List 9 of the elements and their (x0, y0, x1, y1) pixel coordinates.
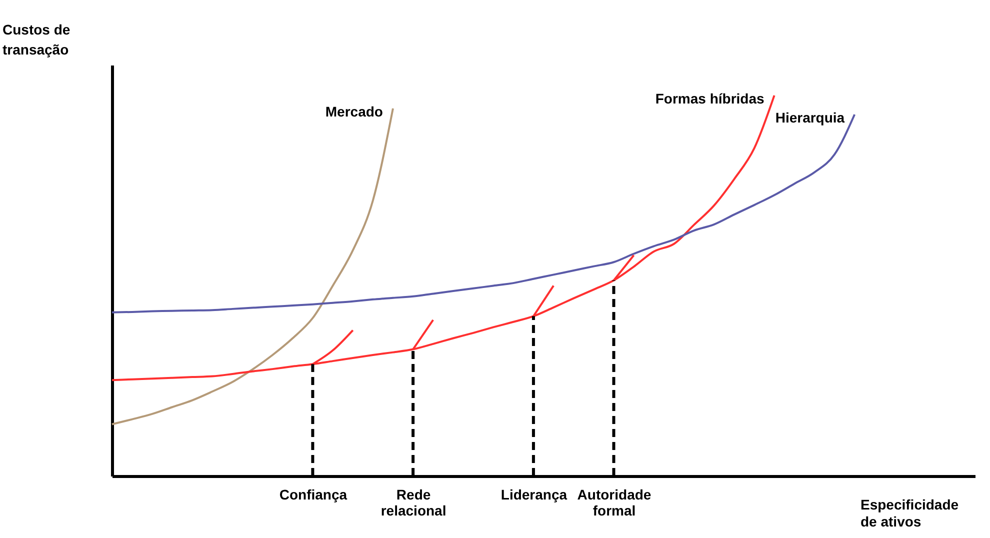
x-tick-label: Autoridade formal (577, 486, 652, 518)
x-tick-label: Rede relacional (380, 486, 446, 518)
y-axis-title: Custos de transação (2, 22, 70, 58)
x-tick-label: Confiança (279, 486, 348, 502)
series-label: Hierarquia (775, 109, 845, 126)
x-axis-title: Especificidade de ativos (860, 496, 959, 530)
series-label: Mercado (325, 103, 383, 120)
x-tick-label: Liderança (500, 486, 568, 502)
series-label: Formas híbridas (655, 90, 765, 106)
